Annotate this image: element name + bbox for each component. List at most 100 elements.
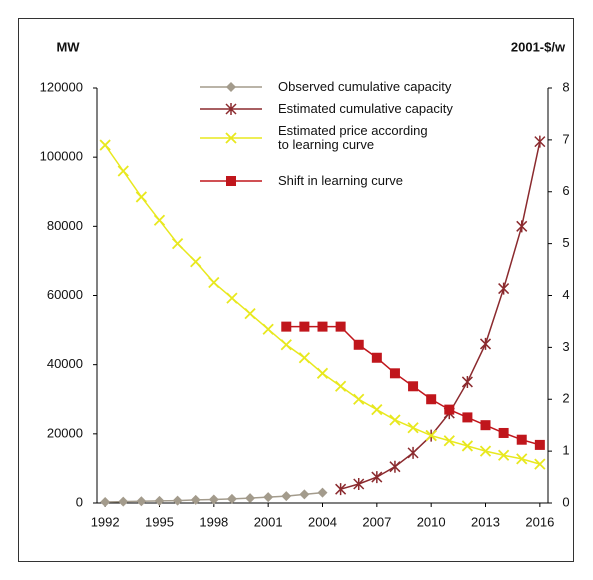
marker bbox=[444, 404, 455, 415]
marker bbox=[100, 496, 111, 507]
legend-marker bbox=[226, 176, 236, 186]
frame bbox=[18, 18, 574, 562]
legend-marker bbox=[226, 82, 236, 92]
marker bbox=[407, 422, 419, 434]
y-tick-label: 120000 bbox=[40, 79, 83, 94]
y2-axis-label: 2001-$/w bbox=[511, 39, 566, 54]
marker bbox=[497, 449, 510, 461]
series-line bbox=[340, 141, 541, 490]
y2-tick-label: 0 bbox=[562, 494, 569, 509]
x-tick-label: 2001 bbox=[254, 514, 283, 529]
y2-tick-label: 4 bbox=[562, 287, 569, 302]
marker bbox=[407, 446, 419, 459]
marker bbox=[534, 458, 546, 470]
x-tick-label: 2016 bbox=[525, 514, 554, 529]
y-tick-label: 100000 bbox=[40, 149, 83, 164]
x-tick-label: 2004 bbox=[308, 514, 337, 529]
y-tick-label: 40000 bbox=[47, 356, 83, 371]
y2-tick-label: 6 bbox=[562, 183, 569, 198]
marker bbox=[408, 381, 419, 392]
x-tick-label: 2010 bbox=[417, 514, 446, 529]
y-tick-label: 20000 bbox=[47, 425, 83, 440]
legend-label: Estimated price according to learning cu… bbox=[278, 123, 428, 152]
marker bbox=[353, 393, 365, 405]
marker bbox=[316, 367, 329, 379]
marker bbox=[153, 214, 166, 226]
legend-label: Observed cumulative capacity bbox=[278, 79, 452, 94]
marker bbox=[335, 483, 347, 496]
marker bbox=[190, 494, 201, 505]
marker bbox=[516, 434, 527, 445]
marker bbox=[371, 471, 383, 484]
y-tick-label: 80000 bbox=[47, 218, 83, 233]
marker bbox=[299, 321, 310, 332]
marker bbox=[353, 477, 365, 490]
marker bbox=[498, 427, 509, 438]
y2-tick-label: 8 bbox=[562, 79, 569, 94]
marker bbox=[245, 493, 256, 504]
marker bbox=[281, 491, 292, 502]
marker bbox=[208, 494, 219, 505]
legend-marker bbox=[225, 103, 237, 115]
marker bbox=[262, 323, 274, 335]
legend-label: Shift in learning curve bbox=[278, 173, 404, 188]
marker bbox=[334, 380, 347, 392]
marker bbox=[480, 420, 491, 431]
marker bbox=[244, 308, 256, 320]
marker bbox=[135, 191, 148, 203]
marker bbox=[389, 368, 400, 379]
marker bbox=[190, 256, 202, 268]
marker bbox=[281, 321, 292, 332]
legend-label: Estimated cumulative capacity bbox=[278, 101, 453, 116]
marker bbox=[171, 237, 184, 250]
marker bbox=[461, 440, 474, 452]
marker bbox=[154, 495, 165, 506]
marker bbox=[335, 321, 346, 332]
marker bbox=[534, 135, 546, 148]
marker bbox=[118, 496, 129, 507]
marker bbox=[462, 412, 473, 423]
y2-tick-label: 5 bbox=[562, 235, 569, 250]
marker bbox=[226, 493, 237, 504]
marker bbox=[498, 282, 510, 295]
y-axis-label: MW bbox=[56, 39, 80, 54]
marker bbox=[299, 489, 310, 500]
marker bbox=[516, 453, 528, 465]
marker bbox=[389, 460, 401, 473]
x-tick-label: 1998 bbox=[199, 514, 228, 529]
marker bbox=[371, 403, 383, 416]
x-tick-label: 1992 bbox=[91, 514, 120, 529]
marker bbox=[317, 487, 328, 498]
x-tick-label: 1995 bbox=[145, 514, 174, 529]
marker bbox=[371, 352, 382, 363]
marker bbox=[226, 292, 238, 304]
marker bbox=[479, 445, 492, 457]
marker bbox=[99, 139, 111, 151]
y2-tick-label: 1 bbox=[562, 443, 569, 458]
marker bbox=[317, 321, 328, 332]
series-line bbox=[104, 144, 541, 465]
legend-marker bbox=[225, 132, 237, 144]
y2-tick-label: 3 bbox=[562, 339, 569, 354]
y2-tick-label: 2 bbox=[562, 391, 569, 406]
marker bbox=[443, 435, 455, 447]
marker bbox=[516, 220, 528, 233]
marker bbox=[389, 414, 401, 426]
marker bbox=[426, 394, 437, 405]
marker bbox=[208, 276, 220, 289]
marker bbox=[263, 492, 274, 503]
marker bbox=[534, 439, 545, 450]
x-tick-label: 2013 bbox=[471, 514, 500, 529]
y-tick-label: 0 bbox=[76, 494, 83, 509]
marker bbox=[461, 375, 473, 388]
marker bbox=[136, 496, 147, 507]
marker bbox=[280, 339, 292, 351]
marker bbox=[425, 429, 437, 442]
x-tick-label: 2007 bbox=[362, 514, 391, 529]
y2-tick-label: 7 bbox=[562, 131, 569, 146]
marker bbox=[353, 339, 364, 350]
marker bbox=[298, 352, 311, 364]
marker bbox=[479, 337, 492, 350]
